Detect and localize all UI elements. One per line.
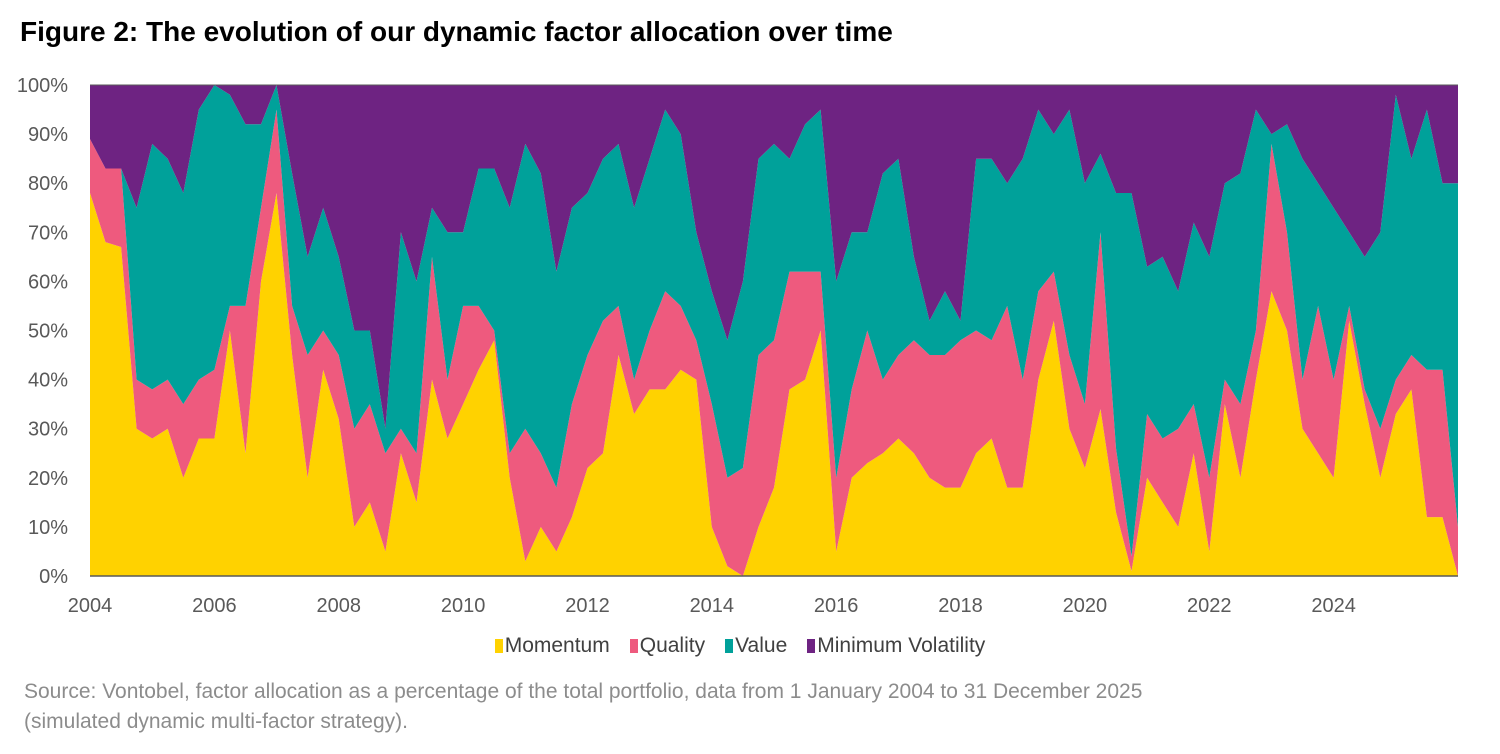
legend-label: Momentum: [504, 634, 610, 657]
legend-item: Momentum: [494, 634, 610, 658]
legend-swatch: [725, 639, 734, 653]
legend-item: Quality: [629, 634, 706, 658]
area-minimum-volatility: [90, 85, 1458, 429]
legend-swatch: [629, 639, 638, 653]
x-tick-label: 2006: [192, 595, 237, 617]
x-tick-label: 2020: [1063, 595, 1108, 617]
y-tick-label: 10%: [28, 517, 68, 539]
x-tick-labels: 2004 2006 2008 2010 2012 2014 2016 2018 2020 2022…: [68, 595, 1356, 617]
x-tick-label: 2008: [316, 595, 361, 617]
y-tick-label: 70%: [28, 222, 68, 244]
y-tick-label: 100%: [17, 75, 68, 97]
area-layers: [90, 85, 1458, 576]
area-quality: [90, 109, 1458, 576]
legend-label: Value: [735, 634, 788, 657]
x-tick-label: 2024: [1311, 595, 1356, 617]
x-tick-label: 2012: [565, 595, 610, 617]
stacked-area-chart: 0%10%20%30%40%50%60%70%80%90%100% 2004 20…: [17, 75, 1458, 617]
y-tick-label: 30%: [28, 419, 68, 441]
x-tick-label: 2014: [690, 595, 735, 617]
x-tick-label: 2022: [1187, 595, 1232, 617]
source-note: Source: Vontobel, factor allocation as a…: [24, 680, 1143, 703]
legend-item: Minimum Volatility: [807, 634, 985, 658]
y-tick-label: 80%: [28, 173, 68, 195]
chart-title: Figure 2: The evolution of our dynamic f…: [20, 16, 893, 47]
y-tick-label: 50%: [28, 321, 68, 343]
y-tick-label: 60%: [28, 271, 68, 293]
legend-swatch: [807, 639, 816, 653]
x-tick-label: 2004: [68, 595, 113, 617]
y-tick-label: 90%: [28, 124, 68, 146]
y-tick-label: 0%: [39, 566, 68, 588]
legend-swatch: [494, 639, 503, 653]
x-tick-label: 2018: [938, 595, 983, 617]
legend-label: Minimum Volatility: [817, 634, 986, 657]
area-momentum: [90, 193, 1458, 576]
source-note-continued: (simulated dynamic multi-factor strategy…: [24, 710, 408, 733]
x-tick-label: 2010: [441, 595, 486, 617]
x-tick-label: 2016: [814, 595, 859, 617]
area-value: [90, 85, 1458, 557]
y-tick-label: 40%: [28, 370, 68, 392]
legend-label: Quality: [639, 634, 706, 657]
y-tick-label: 20%: [28, 468, 68, 490]
y-tick-labels: 0% 10% 20% 30% 40% 50% 60% 70% 80% 90% 100%: [17, 75, 68, 588]
legend-item: Value: [725, 634, 787, 658]
legend: Momentum Quality Value Minimum Volatility: [0, 634, 1500, 658]
